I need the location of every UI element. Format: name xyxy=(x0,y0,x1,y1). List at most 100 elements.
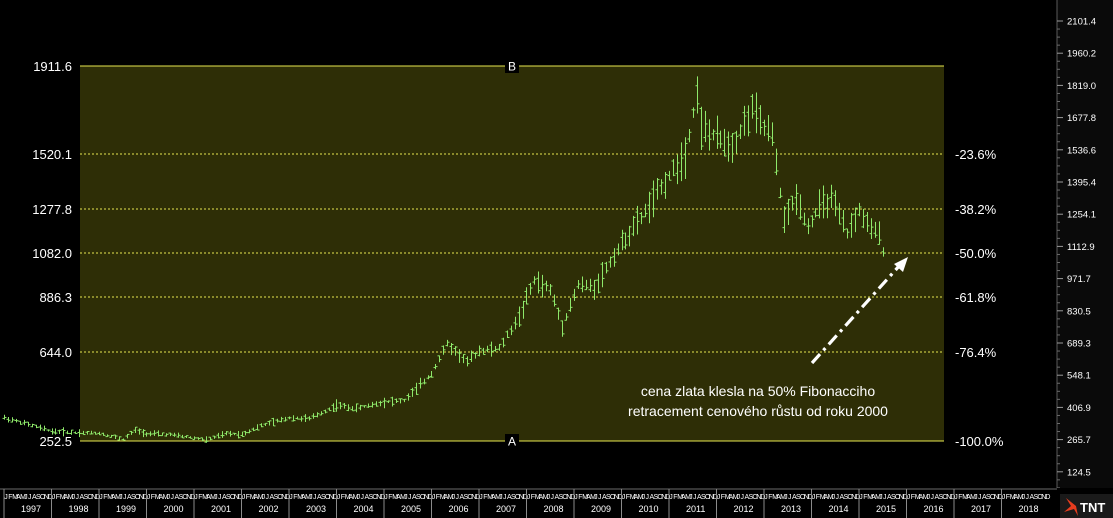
month-label: J xyxy=(72,494,76,501)
month-label: D xyxy=(190,494,195,501)
month-label: A xyxy=(555,494,560,501)
month-label: D xyxy=(713,494,718,501)
month-label: J xyxy=(99,494,103,501)
month-label: J xyxy=(836,494,840,501)
fib-price-label: 1911.6 xyxy=(33,59,72,74)
price-axis-label: 1677.8 xyxy=(1067,113,1096,124)
month-label: D xyxy=(570,494,575,501)
month-label: O xyxy=(895,494,901,501)
month-label: M xyxy=(115,494,121,501)
month-label: O xyxy=(942,494,948,501)
month-label: O xyxy=(800,494,806,501)
year-label: 2010 xyxy=(639,504,659,514)
month-label: J xyxy=(883,494,887,501)
month-label: J xyxy=(28,494,32,501)
month-label: M xyxy=(60,494,66,501)
month-label: J xyxy=(693,494,697,501)
month-label: M xyxy=(970,494,976,501)
month-label: J xyxy=(737,494,741,501)
month-label: F xyxy=(56,494,60,501)
price-bars xyxy=(2,76,886,443)
month-label: J xyxy=(4,494,8,501)
month-label: O xyxy=(752,494,758,501)
month-label: J xyxy=(547,494,551,501)
month-label: O xyxy=(135,494,141,501)
year-label: 2006 xyxy=(449,504,469,514)
month-label: M xyxy=(962,494,968,501)
month-label: M xyxy=(582,494,588,501)
month-label: J xyxy=(927,494,931,501)
month-label: D xyxy=(855,494,860,501)
month-label: D xyxy=(665,494,670,501)
month-label: S xyxy=(273,494,278,501)
month-label: D xyxy=(808,494,813,501)
month-label: N xyxy=(44,494,49,501)
month-label: F xyxy=(483,494,487,501)
month-label: A xyxy=(254,494,259,501)
month-label: D xyxy=(285,494,290,501)
month-label: J xyxy=(784,494,788,501)
month-label: N xyxy=(186,494,191,501)
month-label: J xyxy=(24,494,28,501)
fib-label-b: B xyxy=(508,60,516,74)
month-label: J xyxy=(954,494,958,501)
month-label: M xyxy=(630,494,636,501)
month-label: J xyxy=(262,494,266,501)
month-label: J xyxy=(978,494,982,501)
month-label: M xyxy=(1010,494,1016,501)
month-label: O xyxy=(182,494,188,501)
month-label: M xyxy=(725,494,731,501)
year-label: 2007 xyxy=(496,504,516,514)
month-label: J xyxy=(812,494,816,501)
month-label: J xyxy=(52,494,56,501)
month-label: N xyxy=(1041,494,1046,501)
month-label: N xyxy=(91,494,96,501)
month-label: J xyxy=(527,494,531,501)
month-label: A xyxy=(206,494,211,501)
month-label: O xyxy=(657,494,663,501)
month-label: M xyxy=(305,494,311,501)
month-label: M xyxy=(543,494,549,501)
price-axis-label: 1254.1 xyxy=(1067,210,1096,221)
month-label: M xyxy=(495,494,501,501)
year-label: 2015 xyxy=(876,504,896,514)
month-label: N xyxy=(471,494,476,501)
fib-price-label: 1277.8 xyxy=(32,202,72,217)
month-label: J xyxy=(171,494,175,501)
month-label: M xyxy=(590,494,596,501)
month-label: D xyxy=(760,494,765,501)
month-label: S xyxy=(36,494,41,501)
month-label: D xyxy=(95,494,100,501)
month-label: J xyxy=(499,494,503,501)
month-label: J xyxy=(622,494,626,501)
month-label: N xyxy=(139,494,144,501)
month-label: A xyxy=(365,494,370,501)
month-label: O xyxy=(372,494,378,501)
month-label: J xyxy=(764,494,768,501)
month-label: A xyxy=(444,494,449,501)
month-label: N xyxy=(566,494,571,501)
month-label: A xyxy=(349,494,354,501)
month-label: M xyxy=(353,494,359,501)
month-label: O xyxy=(705,494,711,501)
fib-price-label: 644.0 xyxy=(39,345,72,360)
month-label: A xyxy=(491,494,496,501)
month-label: J xyxy=(456,494,460,501)
month-label: F xyxy=(293,494,297,501)
month-label: A xyxy=(982,494,987,501)
price-axis: 2101.4 1960.2 1819.0 1677.8 1536.6 1395.4 1254… xyxy=(1057,17,1096,489)
month-label: O xyxy=(40,494,46,501)
month-label: M xyxy=(487,494,493,501)
price-axis-label: 830.5 xyxy=(1067,306,1091,317)
month-label: J xyxy=(788,494,792,501)
month-label: A xyxy=(729,494,734,501)
year-label: 2003 xyxy=(306,504,326,514)
month-label: N xyxy=(614,494,619,501)
month-label: A xyxy=(539,494,544,501)
annotation-arrowhead-icon xyxy=(894,257,908,272)
fib-label-a-box xyxy=(505,434,519,448)
price-axis-label: 689.3 xyxy=(1067,339,1091,350)
month-label: J xyxy=(194,494,198,501)
month-label: J xyxy=(289,494,293,501)
